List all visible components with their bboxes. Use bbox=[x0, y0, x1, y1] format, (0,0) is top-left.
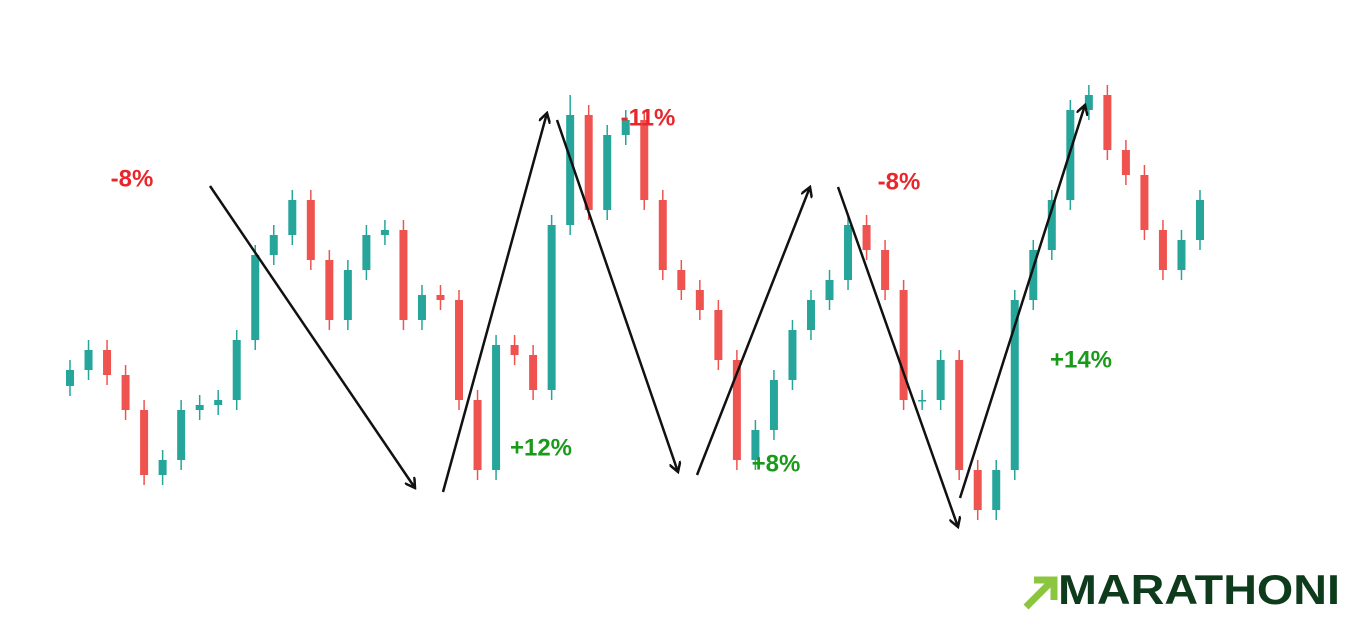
candle-body bbox=[214, 400, 223, 405]
candle-body bbox=[1158, 230, 1167, 270]
annotation: -8% bbox=[878, 168, 921, 195]
annotation: +8% bbox=[752, 450, 801, 477]
candle-body bbox=[1196, 200, 1204, 240]
candle-body bbox=[103, 350, 112, 375]
candle-body bbox=[1177, 240, 1186, 270]
arrow bbox=[836, 186, 958, 527]
candle-body bbox=[603, 135, 612, 210]
candle-body bbox=[1140, 175, 1149, 230]
candle-body bbox=[566, 115, 575, 225]
candle-body bbox=[547, 225, 556, 390]
candle-body bbox=[695, 290, 704, 310]
candle-body bbox=[936, 360, 945, 400]
candle-body bbox=[343, 270, 352, 320]
candle-body bbox=[417, 295, 426, 320]
candle-body bbox=[177, 410, 186, 460]
candle-body bbox=[251, 255, 260, 340]
candle-body bbox=[992, 470, 1001, 510]
candle-body bbox=[751, 430, 760, 460]
candle-body bbox=[140, 410, 149, 475]
candle-body bbox=[158, 460, 167, 475]
candle-body bbox=[658, 200, 667, 270]
candle-body bbox=[1010, 300, 1019, 470]
candle-body bbox=[269, 235, 278, 255]
annotations: -8% +12% -11% +8% -8% +14% bbox=[111, 104, 1112, 477]
candle-body bbox=[825, 280, 834, 300]
candle-body bbox=[84, 350, 93, 370]
arrow bbox=[958, 105, 1085, 499]
candle-body bbox=[306, 200, 315, 260]
candle-body bbox=[862, 225, 871, 250]
arrow bbox=[441, 113, 547, 493]
candle-body bbox=[732, 360, 741, 460]
logo: MARATHONI bbox=[1023, 566, 1340, 613]
candle-body bbox=[918, 400, 927, 402]
candle-body bbox=[288, 200, 297, 235]
candle-body bbox=[769, 380, 778, 430]
candle-body bbox=[844, 225, 853, 280]
logo-icon bbox=[1023, 576, 1058, 610]
candle-body bbox=[714, 310, 723, 360]
candles bbox=[66, 85, 1204, 520]
candle-body bbox=[1103, 95, 1112, 150]
logo-text: MARATHONI bbox=[1058, 566, 1340, 613]
arrow bbox=[208, 185, 415, 488]
candle-body bbox=[973, 470, 982, 510]
candle-body bbox=[1084, 95, 1093, 110]
annotation: +14% bbox=[1050, 346, 1112, 373]
candle-body bbox=[510, 345, 519, 355]
candle-body bbox=[1029, 250, 1038, 300]
candle-body bbox=[806, 300, 815, 330]
candle-body bbox=[436, 295, 445, 300]
candle-body bbox=[640, 120, 649, 200]
candle-body bbox=[473, 400, 482, 470]
annotation: -8% bbox=[111, 165, 154, 192]
candle-body bbox=[677, 270, 686, 290]
candle-body bbox=[399, 230, 408, 320]
candle-body bbox=[195, 405, 204, 410]
annotation: +12% bbox=[510, 434, 572, 461]
candle-body bbox=[121, 375, 130, 410]
arrow bbox=[555, 119, 678, 472]
candle-body bbox=[584, 115, 593, 210]
candle-body bbox=[66, 370, 74, 386]
candle-body bbox=[325, 260, 334, 320]
candle-body bbox=[881, 250, 890, 290]
candle-body bbox=[380, 230, 389, 235]
candle-body bbox=[899, 290, 908, 400]
candle-body bbox=[492, 345, 501, 470]
candle-body bbox=[232, 340, 241, 400]
candle-body bbox=[455, 300, 464, 400]
candle-body bbox=[362, 235, 371, 270]
candle-body bbox=[1121, 150, 1130, 175]
candle-body bbox=[621, 120, 630, 135]
candle-body bbox=[1047, 200, 1056, 250]
candle-body bbox=[788, 330, 797, 380]
trend-arrows bbox=[208, 105, 1085, 527]
candle-body bbox=[529, 355, 538, 390]
candle-body bbox=[955, 360, 964, 470]
annotation: -11% bbox=[621, 104, 676, 131]
arrow bbox=[695, 187, 810, 476]
